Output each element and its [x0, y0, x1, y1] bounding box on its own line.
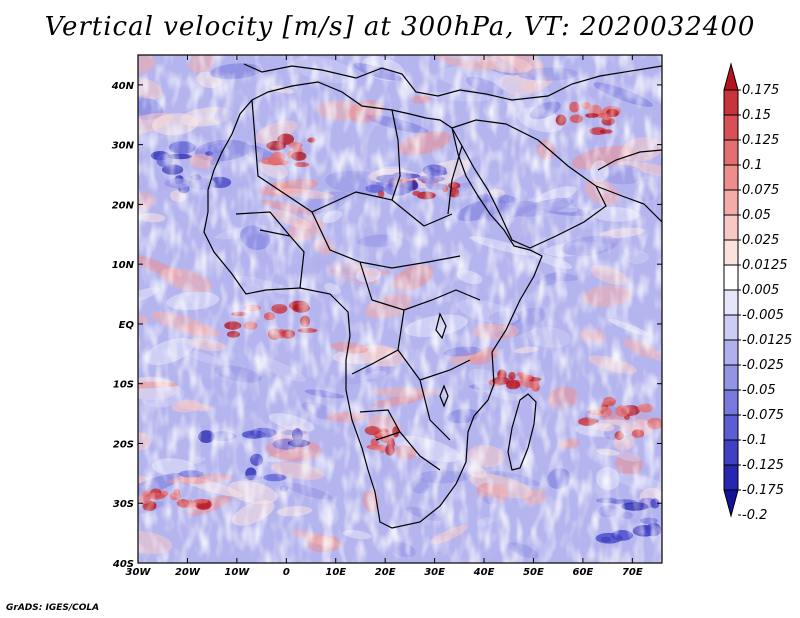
y-tick-label: 40N: [111, 81, 135, 92]
colorbar-label: 0.15: [742, 108, 771, 123]
persia-india-coastline: [595, 149, 662, 223]
y-tick-label: 10S: [113, 380, 134, 391]
x-tick-label: 10W: [224, 567, 250, 578]
colorbar-label: 0.05: [742, 208, 771, 223]
colorbar-label: -0.2: [742, 508, 767, 523]
europe-coastline: [243, 63, 662, 101]
x-tick-label: 30W: [126, 567, 152, 578]
colorbar-segment: [723, 339, 739, 366]
plot-frame: [137, 54, 663, 564]
x-tick-label: 40E: [473, 567, 495, 578]
x-tick-label: 50E: [523, 567, 544, 578]
colorbar-segment: [723, 89, 739, 116]
colorbar-label: 0.175: [742, 83, 779, 98]
colorbar-segment: [723, 189, 739, 216]
colorbar-bottom-arrow: [723, 489, 739, 518]
colorbar-segment: [723, 414, 739, 441]
y-tick-label: 30N: [112, 141, 135, 152]
colorbar-label: 0.0125: [742, 258, 788, 273]
chart-title: Vertical velocity [m/s] at 300hPa, VT: 2…: [44, 12, 756, 42]
colorbar-segment: [723, 389, 739, 416]
colorbar-top-arrow: [723, 62, 739, 91]
x-tick-label: 30E: [424, 567, 445, 578]
arabia-coastline: [451, 119, 607, 249]
velocity-field: [138, 55, 662, 563]
x-tick-label: 20E: [375, 567, 396, 578]
colorbar-segment: [723, 114, 739, 141]
colorbar-label: 0.075: [742, 183, 779, 198]
colorbar: 0.175 0.15 0.125 0.1 0.075 0.05 0.025 0.0125 0.0…: [723, 62, 792, 523]
africa-coastline: [203, 81, 543, 529]
colorbar-label: 0.1: [742, 158, 763, 173]
y-tick-label: 20N: [112, 200, 135, 211]
colorbar-segment: [723, 164, 739, 191]
y-axis: 40N 30N 20N 10N EQ 10S 20S 30S 40S: [111, 81, 662, 570]
x-tick-label: 20W: [175, 567, 201, 578]
colorbar-segment: [723, 214, 739, 241]
colorbar-segment: [723, 439, 739, 466]
y-tick-label: 20S: [113, 439, 134, 450]
colorbar-label: -0.175: [742, 483, 784, 498]
colorbar-segment: [723, 239, 739, 266]
colorbar-label: -0.1: [742, 433, 767, 448]
madagascar-coastline: [507, 393, 537, 471]
colorbar-segment: [723, 264, 739, 291]
y-tick-label: 30S: [113, 499, 134, 510]
colorbar-label: -0.125: [742, 458, 784, 473]
colorbar-segment: [723, 139, 739, 166]
x-tick-label: 60E: [573, 567, 594, 578]
colorbar-label: -0.05: [742, 383, 776, 398]
y-tick-label: 40S: [112, 559, 134, 570]
colorbar-segment: [723, 314, 739, 341]
colorbar-segment: [723, 289, 739, 316]
colorbar-label: -0.025: [742, 358, 784, 373]
x-tick-label: 10E: [325, 567, 346, 578]
colorbar-label: 0.025: [742, 233, 779, 248]
y-tick-label: EQ: [119, 320, 135, 331]
y-tick-label: 10N: [112, 260, 135, 271]
colorbar-label: -0.075: [742, 408, 784, 423]
colorbar-label: -0.0125: [742, 333, 792, 348]
colorbar-segment: [723, 464, 739, 491]
colorbar-label: 0.125: [742, 133, 779, 148]
x-axis: 30W 20W 10W 0 10E 20E 30E 40E 50E 60E 70E: [126, 55, 643, 578]
colorbar-segment: [723, 364, 739, 391]
grads-credit: GrADS: IGES/COLA: [6, 603, 100, 613]
border-lines: [235, 99, 481, 471]
x-tick-label: 70E: [622, 567, 643, 578]
coastlines: [203, 63, 662, 529]
colorbar-label: 0.005: [742, 283, 779, 298]
great-lakes: [435, 312, 449, 408]
x-tick-label: 0: [283, 567, 290, 578]
colorbar-label: -0.005: [742, 308, 784, 323]
